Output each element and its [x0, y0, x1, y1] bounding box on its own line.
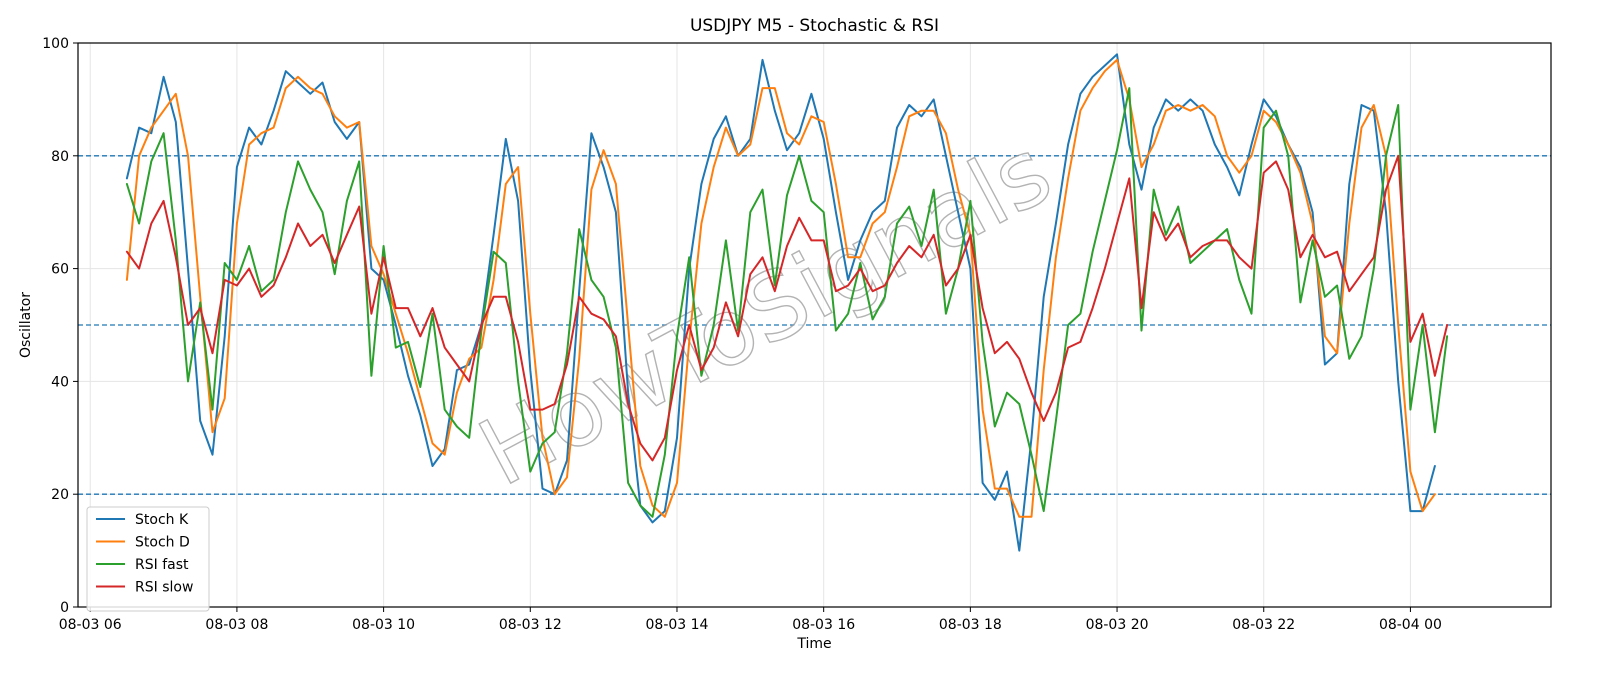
legend-label-stoch-k: Stoch K [135, 512, 189, 528]
x-tick-label: 08-03 06 [59, 617, 122, 633]
x-tick-label: 08-03 18 [939, 617, 1002, 633]
legend-label-rsi-fast: RSI fast [135, 557, 189, 573]
plot-frame [77, 42, 1552, 608]
y-axis-ticks: 0 20 40 60 80 100 [42, 36, 78, 616]
x-axis-label: Time [796, 636, 831, 652]
x-tick-label: 08-03 12 [499, 617, 562, 633]
x-tick-label: 08-03 14 [646, 617, 709, 633]
y-tick-label: 0 [60, 600, 69, 616]
x-tick-label: 08-03 22 [1232, 617, 1295, 633]
series-line-stoch-d [125, 58, 1436, 518]
chart-title: USDJPY M5 - Stochastic & RSI [690, 16, 939, 36]
legend-label-rsi-slow: RSI slow [135, 580, 193, 596]
legend-label-stoch-d: Stoch D [135, 535, 190, 551]
series-line-rsi-fast [125, 87, 1449, 518]
series-lines [125, 53, 1449, 552]
x-tick-label: 08-03 08 [205, 617, 268, 633]
y-tick-label: 20 [51, 487, 69, 503]
y-tick-label: 80 [51, 149, 69, 165]
x-tick-label: 08-03 16 [792, 617, 855, 633]
legend-box [86, 506, 210, 612]
x-axis-ticks: 08-03 06 08-03 08 08-03 10 08-03 12 08-03 14… [59, 607, 1442, 633]
reference-lines [78, 155, 1551, 495]
y-tick-label: 40 [51, 374, 69, 390]
x-tick-label: 08-03 20 [1086, 617, 1149, 633]
y-tick-label: 60 [51, 262, 69, 278]
series-line-stoch-k [125, 53, 1436, 552]
legend: Stoch K Stoch D RSI fast RSI slow [86, 506, 210, 612]
y-tick-label: 100 [42, 36, 69, 52]
x-tick-label: 08-04 00 [1379, 617, 1442, 633]
y-axis-label: Oscillator [18, 292, 34, 358]
x-tick-label: 08-03 10 [352, 617, 415, 633]
series-line-rsi-slow [125, 154, 1449, 462]
